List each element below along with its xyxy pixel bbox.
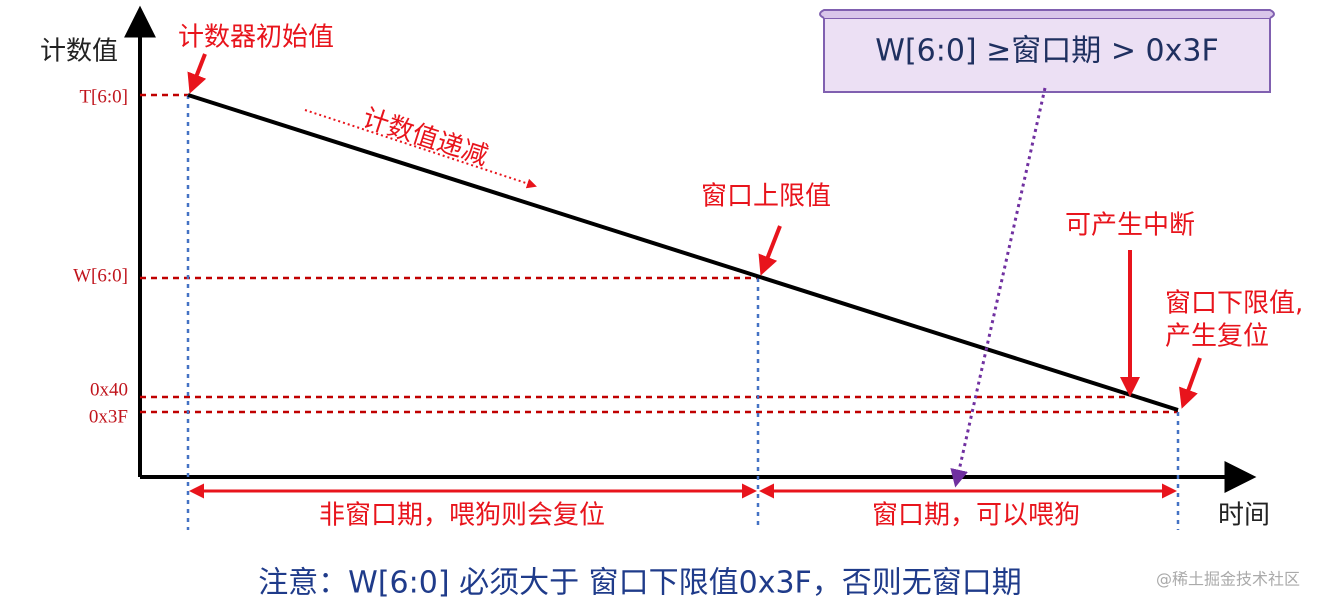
y-axis-label: 计数值: [40, 37, 118, 67]
level-lines: [140, 93, 1178, 414]
scroll-arrow: [950, 87, 1047, 488]
annotation-arrow: [187, 53, 207, 94]
level-label: 0x40: [90, 379, 128, 400]
note: 注意：W[6:0] 必须大于 窗口下限值0x3F，否则无窗口期: [258, 566, 1022, 601]
level-label: W[6:0]: [73, 265, 128, 286]
time-markers: [186, 95, 1180, 530]
scroll-text: W[6:0] ≥窗口期 > 0x3F: [875, 34, 1218, 69]
watermark: @稀土掘金技术社区: [1156, 570, 1300, 589]
annotation: 计数值递减: [359, 103, 492, 172]
decrement-arrow: [304, 109, 537, 189]
scroll-body: [823, 17, 1271, 93]
scroll-curl: [819, 9, 1275, 19]
annotation-arrow: [1179, 357, 1202, 409]
x-axis-label: 时间: [1218, 501, 1270, 531]
annotation: 窗口下限值,: [1165, 289, 1303, 319]
scroll: W[6:0] ≥窗口期 > 0x3F: [819, 9, 1275, 93]
annotation: 计数器初始值: [178, 23, 334, 53]
annotation: 可产生中断: [1065, 211, 1195, 241]
counter-line: [187, 93, 1179, 412]
annotation: 窗口上限值: [701, 182, 831, 212]
annotation-arrow: [758, 225, 782, 276]
annotation: 产生复位: [1165, 322, 1269, 352]
level-label: 0x3F: [89, 406, 128, 427]
interval-label: 窗口期，可以喂狗: [872, 501, 1080, 531]
interval-label: 非窗口期，喂狗则会复位: [319, 501, 605, 531]
level-label: T[6:0]: [79, 86, 128, 107]
